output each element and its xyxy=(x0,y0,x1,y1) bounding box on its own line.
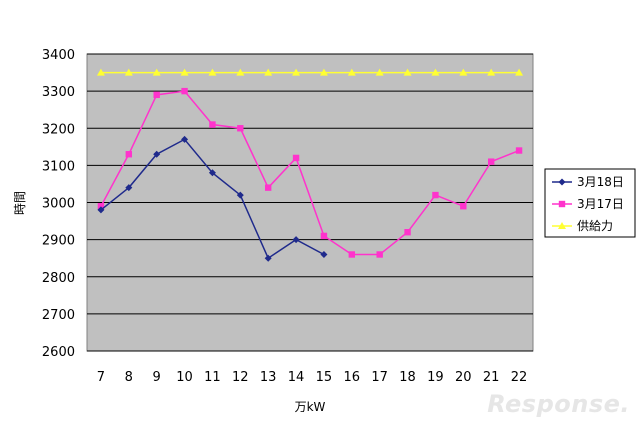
data-point xyxy=(404,229,411,236)
data-point xyxy=(487,68,496,76)
y-tick-label: 3400 xyxy=(42,48,75,63)
legend-item: 供給力 xyxy=(552,219,613,233)
data-point xyxy=(97,203,105,210)
data-point xyxy=(376,251,383,258)
data-point xyxy=(153,150,161,158)
data-point xyxy=(515,68,524,76)
legend-item: 3月18日 xyxy=(552,175,624,189)
data-point xyxy=(152,68,161,76)
data-point xyxy=(208,169,216,177)
data-point xyxy=(515,147,523,154)
series-2 xyxy=(96,68,524,76)
legend-marker xyxy=(558,178,566,186)
data-point xyxy=(125,151,133,158)
y-tick-labels: 2600 2700 2800 2900 3000 3100 3200 3300 3400 xyxy=(42,48,75,360)
data-point xyxy=(124,68,133,76)
x-tick-label: 21 xyxy=(483,370,500,385)
data-point xyxy=(292,236,300,244)
x-tick-label: 17 xyxy=(371,370,388,385)
x-tick-label: 20 xyxy=(455,370,472,385)
legend-label: 3月18日 xyxy=(577,175,624,189)
data-point xyxy=(432,191,439,199)
data-point xyxy=(320,250,328,258)
data-point xyxy=(96,68,105,76)
y-axis-label: 時間 xyxy=(13,191,27,215)
data-point xyxy=(487,158,495,165)
x-tick-label: 18 xyxy=(399,370,416,385)
data-point xyxy=(460,203,467,210)
data-point xyxy=(347,68,356,76)
data-point xyxy=(153,91,160,99)
data-point xyxy=(181,135,189,143)
y-tick-label: 3100 xyxy=(42,159,75,174)
data-point xyxy=(97,206,105,214)
x-tick-label: 14 xyxy=(288,370,305,385)
legend-marker xyxy=(558,200,566,208)
data-point xyxy=(348,251,356,258)
x-tick-label: 10 xyxy=(176,370,193,385)
gridlines xyxy=(87,53,533,352)
legend-label: 3月17日 xyxy=(577,197,624,211)
x-tick-label: 9 xyxy=(153,370,161,385)
y-tick-label: 2800 xyxy=(42,271,75,286)
series-1 xyxy=(97,87,523,258)
y-tick-label: 3000 xyxy=(42,197,75,212)
data-point xyxy=(181,87,188,95)
data-point xyxy=(403,68,412,76)
x-axis-label: 万kW xyxy=(295,400,326,414)
x-tick-label: 22 xyxy=(511,370,528,385)
legend-marker xyxy=(558,222,566,229)
y-tick-label: 3200 xyxy=(42,122,75,137)
x-tick-label: 8 xyxy=(125,370,133,385)
data-point xyxy=(180,68,189,76)
data-point xyxy=(264,254,272,262)
data-point xyxy=(292,68,301,76)
x-tick-label: 16 xyxy=(344,370,361,385)
series-0 xyxy=(97,135,328,262)
data-point xyxy=(236,68,245,76)
y-tick-label: 2900 xyxy=(42,234,75,249)
data-point xyxy=(125,184,133,192)
y-tick-label: 2600 xyxy=(42,345,75,360)
data-point xyxy=(292,154,300,162)
data-point xyxy=(208,68,217,76)
x-tick-label: 12 xyxy=(232,370,249,385)
x-tick-labels: 7 8 9 10 11 12 13 14 15 16 17 18 19 20 21 22 xyxy=(97,370,528,385)
x-tick-label: 15 xyxy=(316,370,333,385)
data-point xyxy=(236,191,244,199)
data-point xyxy=(209,121,216,128)
legend-label: 供給力 xyxy=(577,219,613,233)
y-tick-label: 3300 xyxy=(42,85,75,100)
y-tick-label: 2700 xyxy=(42,308,75,323)
series-line xyxy=(100,90,520,256)
data-point xyxy=(459,68,468,76)
data-point xyxy=(320,232,328,240)
x-tick-label: 13 xyxy=(260,370,277,385)
data-point xyxy=(264,184,272,191)
data-point xyxy=(237,125,244,132)
legend-item: 3月17日 xyxy=(552,197,624,211)
data-point xyxy=(319,68,328,76)
series-group xyxy=(96,68,524,262)
data-point xyxy=(375,68,384,76)
x-tick-label: 11 xyxy=(204,370,221,385)
x-tick-label: 19 xyxy=(427,370,444,385)
watermark-logo: Response. xyxy=(487,390,630,418)
data-point xyxy=(264,68,273,76)
data-point xyxy=(431,68,440,76)
x-tick-label: 7 xyxy=(97,370,105,385)
